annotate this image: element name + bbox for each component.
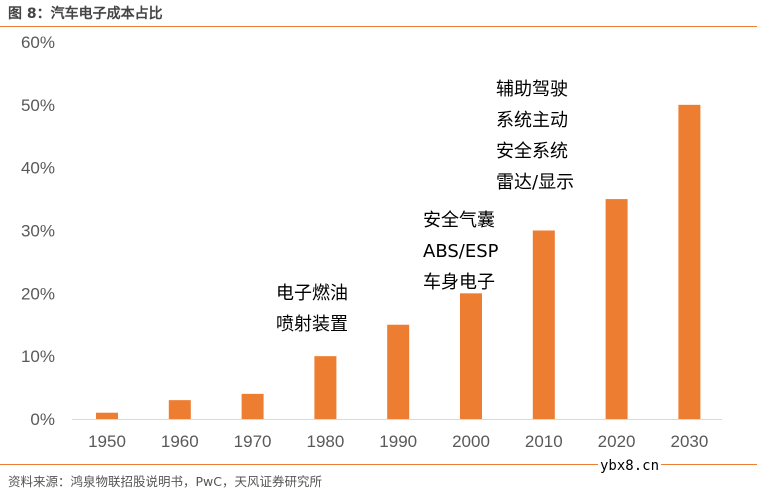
y-tick-label: 10% — [21, 347, 55, 366]
bar-1990 — [387, 324, 410, 419]
y-tick-label: 20% — [21, 284, 55, 303]
annotation-2010: 雷达/显示 — [496, 172, 574, 193]
bar-2000 — [460, 293, 482, 419]
x-tick-label: 1990 — [379, 432, 417, 451]
y-tick-label: 40% — [21, 159, 55, 178]
x-tick-label: 2020 — [598, 432, 636, 451]
figure-title: 图 8：汽车电子成本占比 — [8, 6, 163, 22]
x-tick-label: 1950 — [88, 432, 126, 451]
y-tick-label: 50% — [21, 96, 55, 115]
x-tick-label: 1960 — [161, 432, 199, 451]
watermark: ybx8.cn — [598, 458, 662, 474]
annotation-2000: 车身电子 — [423, 272, 495, 293]
annotation-1980: 喷射装置 — [276, 314, 348, 335]
annotation-2010: 安全系统 — [496, 141, 568, 162]
annotation-2010: 系统主动 — [496, 110, 568, 131]
source-note: 资料来源：鸿泉物联招股说明书，PwC，天风证券研究所 — [8, 474, 322, 489]
annotation-2000: ABS/ESP — [423, 241, 499, 262]
annotation-2000: 安全气囊 — [423, 210, 495, 231]
bar-1970 — [241, 393, 264, 419]
x-tick-label: 2000 — [452, 432, 490, 451]
annotation-2010: 辅助驾驶 — [496, 79, 568, 100]
bar-1950 — [96, 412, 118, 419]
y-tick-label: 30% — [21, 222, 55, 241]
x-tick-label: 1970 — [234, 432, 272, 451]
footer-rule — [0, 464, 757, 465]
x-tick-label: 1980 — [306, 432, 344, 451]
y-tick-label: 60% — [21, 33, 55, 52]
bar-2010 — [532, 230, 555, 419]
y-tick-label: 0% — [30, 410, 55, 429]
header-rule — [0, 26, 757, 27]
bar-2030 — [678, 104, 701, 419]
annotation-1980: 电子燃油 — [276, 283, 348, 304]
bar-2020 — [605, 199, 628, 419]
x-tick-label: 2030 — [670, 432, 708, 451]
bar-1980 — [314, 356, 337, 419]
x-tick-label: 2010 — [525, 432, 563, 451]
bar-1960 — [168, 400, 191, 419]
